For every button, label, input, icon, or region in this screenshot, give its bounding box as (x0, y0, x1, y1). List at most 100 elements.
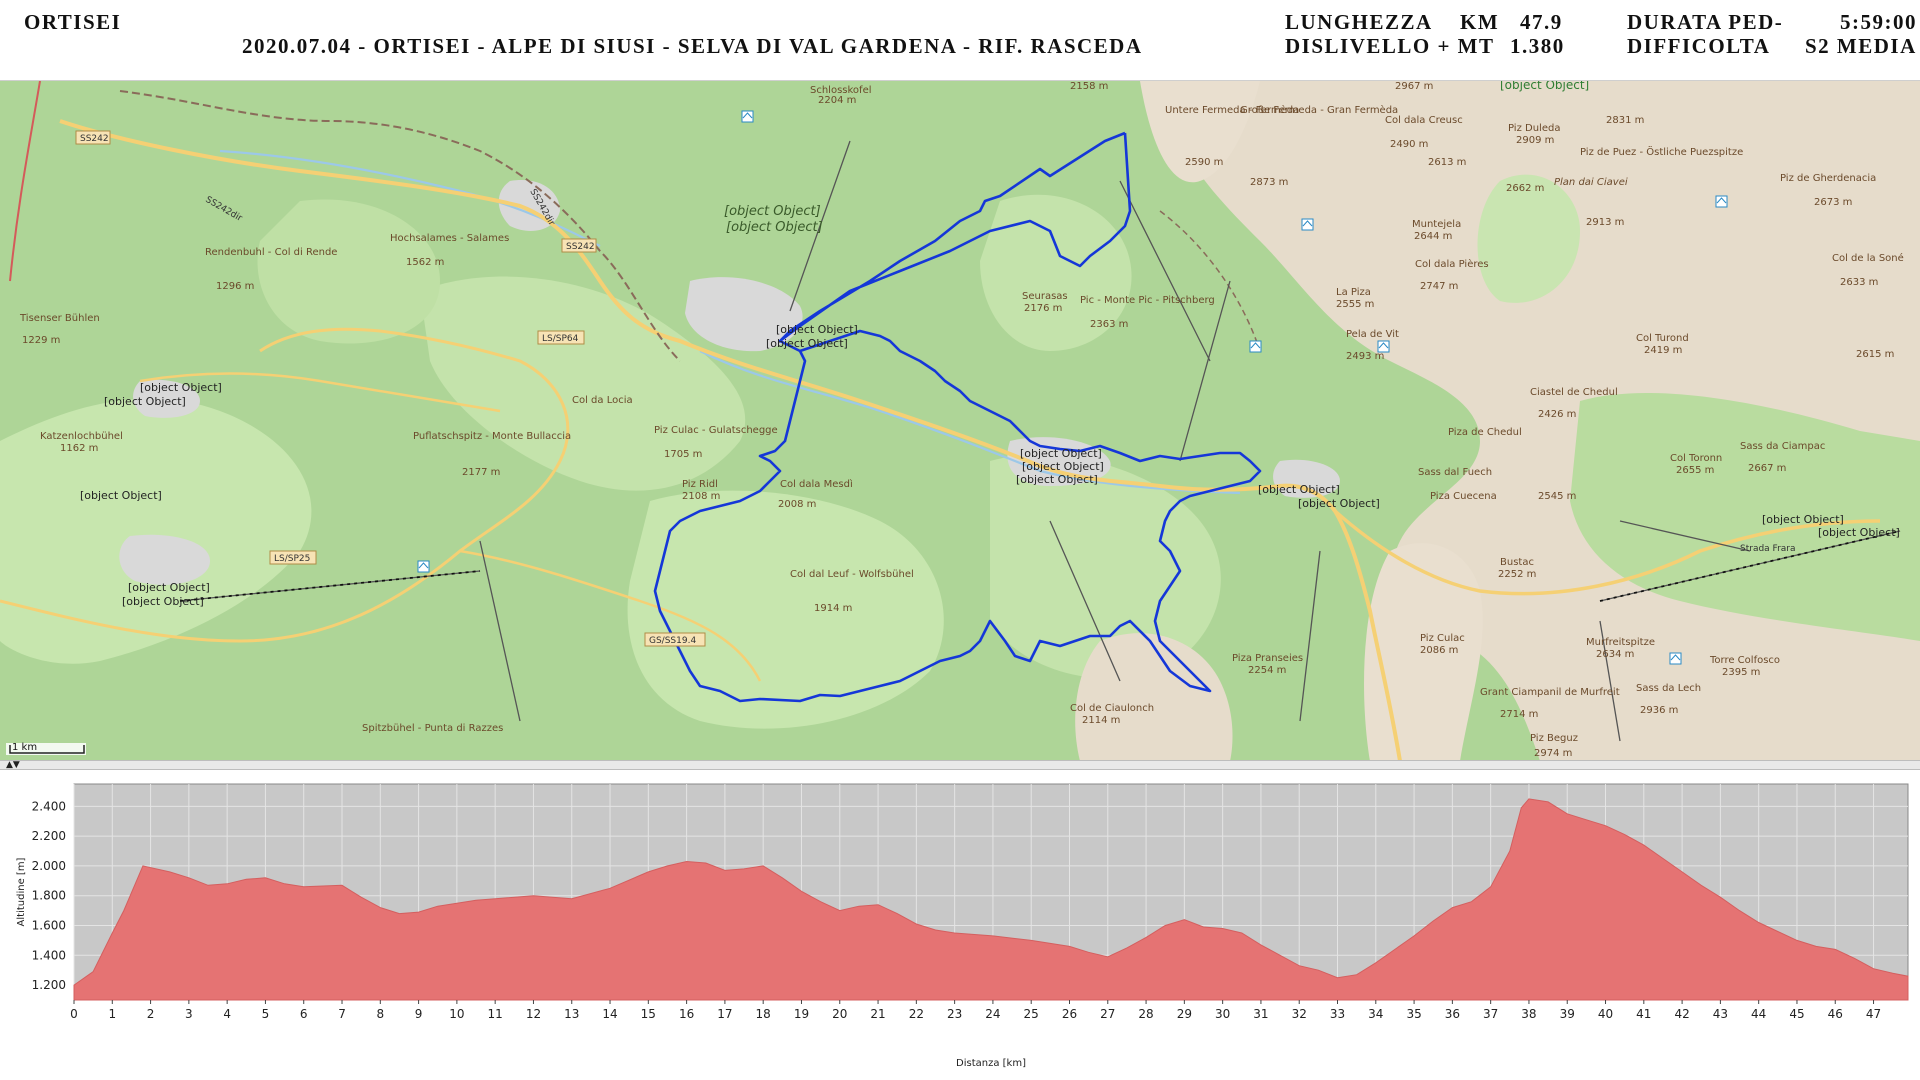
svg-text:Katzenlochbühel: Katzenlochbühel (40, 431, 123, 442)
x-tick-label: 37 (1483, 1007, 1498, 1021)
y-axis-label: Altitudine [m] (16, 857, 27, 926)
place-label: [object Object] (726, 220, 823, 235)
x-tick-label: 3 (185, 1007, 193, 1021)
svg-text:2590 m: 2590 m (1185, 157, 1223, 168)
svg-text:LS/SP25: LS/SP25 (274, 554, 310, 564)
svg-text:2177 m: 2177 m (462, 467, 500, 478)
place-label: [object Object] (1298, 497, 1380, 510)
meadow-area (0, 398, 312, 664)
svg-text:2974 m: 2974 m (1534, 748, 1572, 759)
x-tick-label: 34 (1368, 1007, 1383, 1021)
x-tick-label: 46 (1828, 1007, 1843, 1021)
svg-text:Col dala Mesdì: Col dala Mesdì (780, 478, 853, 490)
x-tick-label: 41 (1636, 1007, 1651, 1021)
svg-text:Spitzbühel - Punta di Razzes: Spitzbühel - Punta di Razzes (362, 723, 503, 734)
place-label: [object Object] (1020, 447, 1102, 460)
svg-text:Hochsalames - Salames: Hochsalames - Salames (390, 233, 509, 244)
difficulty-value: S2 MEDIA (1805, 34, 1917, 58)
hut-icon (741, 110, 754, 123)
svg-text:SS242: SS242 (566, 242, 595, 252)
x-tick-label: 35 (1406, 1007, 1421, 1021)
difficulty-label: DIFFICOLTA (1627, 34, 1771, 58)
svg-text:2395 m: 2395 m (1722, 667, 1760, 678)
svg-text:2419 m: 2419 m (1644, 345, 1682, 356)
duration-label: DURATA PED- (1627, 10, 1784, 34)
panel-splitter[interactable]: ▲▼ (0, 760, 1920, 770)
x-tick-label: 7 (338, 1007, 346, 1021)
topo-map[interactable]: SS242 SS242 LS/SP64 LS/SP25 GS/SS19.4 SS… (0, 80, 1920, 761)
secondary-road (139, 372, 501, 413)
svg-text:1229 m: 1229 m (22, 335, 60, 346)
x-tick-label: 43 (1713, 1007, 1728, 1021)
svg-text:1562 m: 1562 m (406, 257, 444, 268)
x-tick-label: 28 (1138, 1007, 1153, 1021)
elevation-area (73, 798, 1909, 1001)
y-tick-label: 1.400 (32, 948, 66, 962)
x-tick-label: 29 (1177, 1007, 1192, 1021)
map-canvas[interactable]: SS242 SS242 LS/SP64 LS/SP25 GS/SS19.4 SS… (0, 81, 1920, 761)
svg-text:Col Toronn: Col Toronn (1670, 453, 1722, 464)
x-tick-label: 13 (564, 1007, 579, 1021)
road-shield: LS/SP64 (537, 330, 585, 345)
place-label: [object Object] (766, 337, 848, 350)
length-value: 47.9 (1520, 10, 1563, 34)
svg-text:LS/SP64: LS/SP64 (542, 334, 579, 344)
svg-text:Piza de Chedul: Piza de Chedul (1448, 427, 1522, 438)
meadow-area (1570, 392, 1920, 641)
place-label: [object Object] (104, 395, 186, 408)
x-tick-label: 0 (70, 1007, 78, 1021)
collapse-arrows-icon[interactable]: ▲▼ (6, 760, 20, 770)
svg-text:Col dal Leuf - Wolfsbühel: Col dal Leuf - Wolfsbühel (790, 569, 914, 580)
hut-icon (1669, 652, 1682, 665)
y-tick-label: 1.200 (32, 978, 66, 992)
meadow-area (1477, 174, 1580, 303)
town-area (119, 534, 210, 585)
svg-text:2634 m: 2634 m (1596, 649, 1634, 660)
hut-icon (1249, 340, 1262, 353)
svg-text:Piz Duleda: Piz Duleda (1508, 123, 1560, 134)
x-tick-label: 17 (717, 1007, 732, 1021)
x-tick-label: 4 (223, 1007, 231, 1021)
svg-text:Große Fermeda - Gran Fermèda: Große Fermeda - Gran Fermèda (1240, 104, 1398, 116)
x-axis-label: Distanza [km] (956, 1058, 1026, 1069)
x-tick-label: 1 (108, 1007, 116, 1021)
x-tick-label: 25 (1024, 1007, 1039, 1021)
ascent-value: 1.380 (1510, 34, 1565, 58)
svg-text:Schlosskofel: Schlosskofel (810, 85, 872, 96)
place-label: [object Object] (1016, 473, 1098, 486)
x-tick-label: 40 (1598, 1007, 1613, 1021)
svg-text:2490 m: 2490 m (1390, 139, 1428, 150)
road-shield: LS/SP25 (269, 550, 317, 565)
town-area (133, 379, 200, 418)
svg-text:Untere Fermeda - Fermèda: Untere Fermeda - Fermèda (1165, 104, 1299, 116)
meadow-area (980, 194, 1132, 351)
x-tick-label: 42 (1674, 1007, 1689, 1021)
aerial-lift (179, 530, 1901, 602)
duration-value: 5:59:00 (1840, 10, 1917, 34)
svg-text:2114 m: 2114 m (1082, 715, 1120, 726)
svg-text:Piz Ridl: Piz Ridl (682, 479, 718, 490)
svg-text:Muntejela: Muntejela (1412, 219, 1461, 230)
x-tick-label: 44 (1751, 1007, 1766, 1021)
x-tick-label: 8 (376, 1007, 384, 1021)
x-tick-label: 45 (1789, 1007, 1804, 1021)
svg-text:2615 m: 2615 m (1856, 349, 1894, 360)
svg-text:Bustac: Bustac (1500, 557, 1534, 568)
x-tick-label: 32 (1292, 1007, 1307, 1021)
svg-text:Piza Cuecena: Piza Cuecena (1430, 491, 1497, 502)
railway (9, 81, 41, 282)
svg-text:Sass da Lech: Sass da Lech (1636, 683, 1701, 694)
svg-text:2086 m: 2086 m (1420, 645, 1458, 656)
svg-text:2008 m: 2008 m (778, 499, 816, 510)
x-tick-label: 19 (794, 1007, 809, 1021)
svg-text:2363 m: 2363 m (1090, 319, 1128, 330)
svg-text:2633 m: 2633 m (1840, 277, 1878, 288)
svg-text:1705 m: 1705 m (664, 449, 702, 460)
river (219, 149, 1241, 495)
y-tick-label: 1.600 (32, 919, 66, 933)
svg-text:Col de Ciaulonch: Col de Ciaulonch (1070, 703, 1154, 714)
svg-text:Grant Ciampanil de Murfreit: Grant Ciampanil de Murfreit (1480, 687, 1620, 698)
x-tick-label: 30 (1215, 1007, 1230, 1021)
svg-text:1162 m: 1162 m (60, 443, 98, 454)
